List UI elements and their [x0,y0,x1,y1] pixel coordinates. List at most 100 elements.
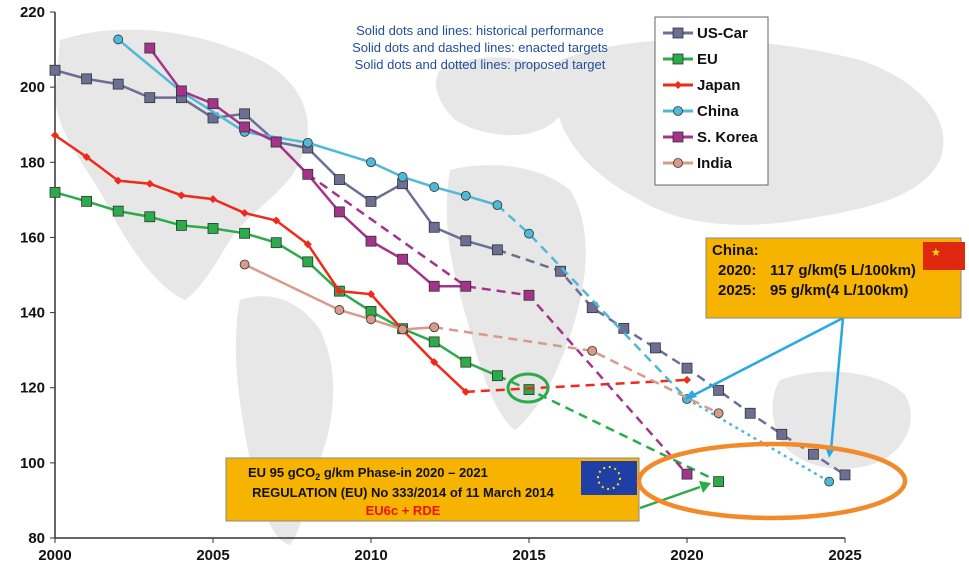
japan-point [303,240,312,249]
eu-arrow [639,485,701,510]
us-car-point [808,448,819,460]
s-korea-point [365,235,377,247]
china-flag-icon [923,242,965,270]
us-car-point [744,407,756,419]
eu-box-line3: EU6c + RDE [366,503,441,518]
y-tick-label: 160 [20,229,45,246]
x-tick-label: 2015 [512,547,545,563]
china-point [397,172,408,182]
india-enacted-line [434,325,720,415]
s-korea-point [239,121,251,133]
india-point [239,259,250,270]
series-us-car [49,64,851,481]
eu-2015-highlight-ellipse [506,372,550,404]
japan-point [51,131,59,140]
us-car-point [713,384,724,396]
us-car-point [49,64,61,76]
japan-point [683,375,691,384]
y-tick-label: 140 [20,305,45,322]
legend-label-china: China [697,103,739,120]
china-point [302,137,313,148]
legend-label-japan: Japan [697,77,740,94]
s-korea-point [460,280,472,292]
japan-enacted-line [465,378,688,394]
legend: US-Car EU Japan China S. Korea India [654,16,769,186]
series-india [239,259,724,419]
china-2020-value: 117 g/km(5 L/100km) [770,262,916,279]
legend-swatch-marker-india [673,158,683,168]
eu-arrowhead [699,481,711,493]
legend-swatch-marker-eu [672,53,684,65]
japan-historical-line [54,134,467,393]
legend-swatch-marker-us-car [672,27,684,39]
japan-point [430,358,439,367]
y-tick-label: 220 [20,4,45,21]
us-car-point [460,235,472,247]
china-2025-year: 2025: [718,282,756,299]
x-tick-label: 2010 [354,547,387,563]
japan-point [240,209,249,218]
china-point [366,157,376,168]
legend-swatch-marker-china [673,106,683,116]
legend-label-eu: EU [697,51,718,68]
s-korea-point [523,289,535,301]
s-korea-point [397,253,409,265]
us-car-point [491,244,503,256]
eu-point [175,220,187,231]
y-tick-label: 80 [28,530,45,547]
x-tick-label: 2025 [828,547,861,563]
china-2020-year: 2020: [718,262,756,279]
y-tick-labels: 80 100 120 140 160 180 200 220 [20,4,55,547]
china-arrow-2020 [689,316,844,399]
series-japan [51,131,691,396]
china-point [113,34,124,45]
china-callout: ★ China: 2020: 117 g/km(5 L/100km) 2025:… [684,237,965,458]
china-arrow-2025 [829,317,845,451]
india-point [334,305,345,315]
legend-label-s-korea: S. Korea [697,129,759,146]
eu-box-line2: REGULATION (EU) No 333/2014 of 11 March … [252,485,555,500]
s-korea-point [144,42,156,54]
series-s-korea [144,42,693,480]
japan-point [367,290,375,299]
eu-point [491,370,503,382]
eu-point [144,211,156,223]
us-car-point [650,342,661,354]
eu-point [207,223,219,234]
china-arrowhead-2020 [684,390,697,400]
japan-point [82,153,91,162]
india-point [587,345,598,356]
eu-callout: EU 95 gCO2 g/km Phase-in 2020 – 2021 REG… [225,457,711,522]
us-car-point [586,302,598,314]
s-korea-point [207,98,219,110]
china-2025-value: 95 g/km(4 L/100km) [770,282,908,299]
note-proposed: Solid dots and dotted lines: proposed ta… [355,57,606,72]
us-car-point [239,108,251,120]
eu-regulation-box [225,457,640,522]
eu-flag-stars-icon [597,466,621,490]
us-car-point [681,362,693,374]
china-box-title: China: [712,242,759,259]
us-car-point [333,174,345,185]
us-car-point [839,469,851,481]
y-tick-label: 180 [20,154,45,171]
india-point [429,322,440,333]
eu-point [428,336,440,348]
japan-point [209,195,217,204]
s-korea-point [333,206,345,218]
japan-point [272,216,281,225]
s-korea-point [270,136,282,148]
us-car-point [365,195,377,207]
legend-label-us-car: US-Car [697,25,748,42]
india-point [713,408,724,419]
eu-point [81,195,92,207]
series-china [113,34,835,487]
china-point [492,200,503,211]
us-car-point [112,78,124,90]
china-point [460,190,471,201]
s-korea-point [428,280,440,292]
china-point [824,476,835,487]
japan-point [145,179,154,188]
